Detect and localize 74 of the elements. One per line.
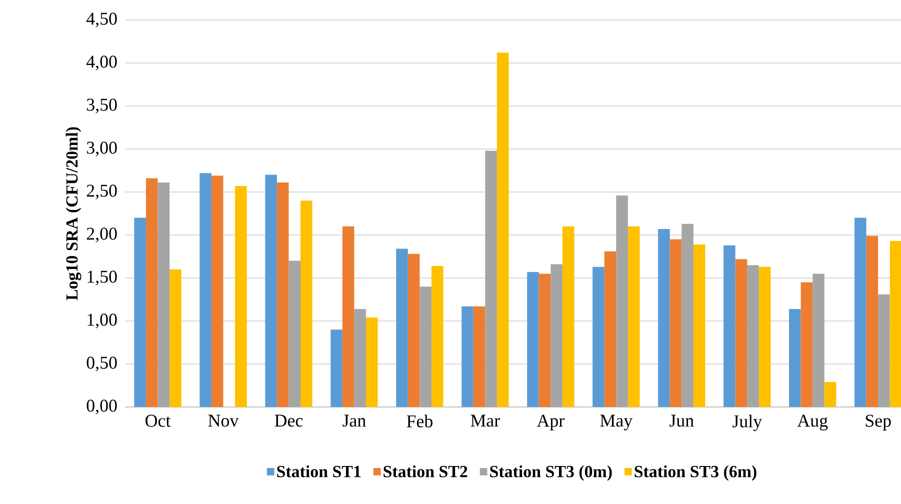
bar xyxy=(276,182,289,407)
bar xyxy=(170,269,182,407)
bar xyxy=(211,176,224,407)
bar xyxy=(789,308,801,407)
bar xyxy=(462,306,474,407)
bar xyxy=(235,186,247,407)
y-axis-title: Log10 SRA (CFU/20ml) xyxy=(66,127,82,300)
bar xyxy=(330,330,342,407)
legend-label: Station ST3 (6m) xyxy=(634,465,756,481)
bar xyxy=(134,218,146,407)
x-tick-label: Jun xyxy=(670,414,694,427)
y-tick-label: 1,00 xyxy=(88,314,117,328)
bar xyxy=(824,382,836,407)
y-tick-label: 2,00 xyxy=(86,228,117,242)
bar xyxy=(878,294,890,407)
bar xyxy=(758,266,771,407)
legend-label: Station ST1 xyxy=(277,465,361,478)
y-tick-label: 1,50 xyxy=(88,270,117,286)
bar xyxy=(604,251,616,407)
y-tick-label: 0,00 xyxy=(86,400,117,414)
x-tick-label: Jan xyxy=(342,414,366,427)
x-tick-label: Nov xyxy=(208,414,239,427)
y-tick-label: 4,00 xyxy=(86,56,117,70)
x-tick-label: Apr xyxy=(536,414,564,430)
bar xyxy=(265,174,277,407)
bar xyxy=(420,286,432,407)
x-tick-label: Oct xyxy=(146,414,171,427)
x-tick-label: Mar xyxy=(470,414,500,427)
bar xyxy=(538,274,551,407)
bar xyxy=(628,226,640,407)
bar xyxy=(616,195,628,407)
bar xyxy=(473,306,486,407)
legend-label: Station ST2 xyxy=(384,465,468,478)
bar xyxy=(146,178,158,407)
y-tick-label: 3,00 xyxy=(86,142,117,156)
bar xyxy=(890,241,901,407)
y-tick-label: 2,50 xyxy=(86,184,117,200)
bar xyxy=(342,226,354,407)
bar xyxy=(431,266,444,407)
legend-label: Station ST3 (0m) xyxy=(490,465,612,481)
bar xyxy=(354,308,366,407)
bar xyxy=(485,150,497,407)
bar xyxy=(550,264,562,407)
bar xyxy=(592,266,604,407)
bar xyxy=(396,248,408,407)
y-tick-label: 0,50 xyxy=(86,356,117,372)
bar xyxy=(527,272,539,407)
y-tick-label: 4,50 xyxy=(86,12,117,28)
x-tick-label: Aug xyxy=(797,414,828,430)
bar xyxy=(854,218,866,407)
bar xyxy=(408,254,420,407)
bar xyxy=(496,52,509,407)
x-tick-label: Feb xyxy=(406,414,432,428)
y-tick-label: 3,50 xyxy=(86,98,117,114)
bar xyxy=(658,228,670,407)
bar xyxy=(812,274,824,407)
bar xyxy=(366,318,378,407)
x-tick-label: May xyxy=(600,414,633,430)
bar xyxy=(158,182,170,407)
bar xyxy=(288,260,301,407)
x-tick-label: Sep xyxy=(866,414,891,430)
x-tick-label: July xyxy=(732,414,762,432)
bar xyxy=(200,173,212,407)
bar xyxy=(693,244,706,407)
bar xyxy=(800,282,813,407)
bar xyxy=(747,265,759,407)
bar xyxy=(735,259,748,407)
bar xyxy=(724,245,736,407)
bar xyxy=(866,236,878,407)
x-tick-label: Dec xyxy=(274,414,303,427)
bar xyxy=(562,226,574,407)
bar xyxy=(682,224,694,407)
bar xyxy=(670,239,682,407)
bar xyxy=(300,200,312,407)
